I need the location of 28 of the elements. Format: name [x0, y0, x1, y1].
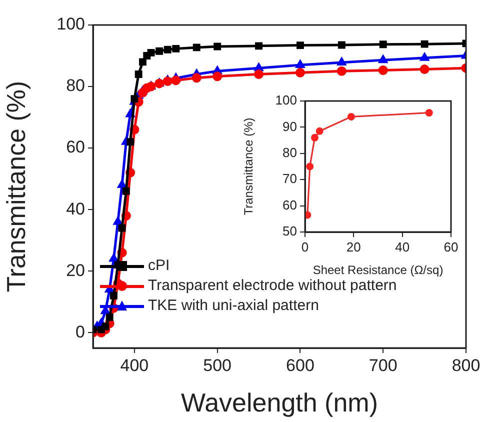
y-tick-label: 70 [282, 171, 297, 186]
y-tick-label: 40 [66, 199, 85, 218]
x-tick-label: 0 [301, 239, 309, 254]
y-axis-title: Transmittance (%) [242, 118, 256, 216]
x-axis-title: Sheet Resistance (Ω/sq) [312, 263, 444, 278]
x-tick-label: 600 [286, 356, 314, 375]
y-tick-label: 100 [275, 92, 297, 108]
legend-label: TKE with uni-axial pattern [148, 296, 319, 316]
x-tick-label: 800 [452, 356, 480, 375]
y-tick-label: 20 [66, 260, 85, 280]
x-axis-title: Wavelength (nm) [181, 388, 378, 418]
y-tick-label: 60 [66, 138, 85, 157]
legend-label: cPI [148, 256, 170, 276]
x-tick-label: 60 [444, 239, 458, 254]
y-tick-label: 0 [76, 322, 85, 342]
x-tick-label: 20 [346, 239, 361, 254]
y-tick-label: 80 [66, 76, 85, 96]
y-tick-label: 60 [282, 197, 297, 212]
y-tick-label: 100 [56, 14, 85, 34]
x-tick-label: 700 [368, 356, 398, 375]
legend-label: Transparent electrode without pattern [148, 276, 397, 296]
y-axis-title: Transmittance (%) [0, 80, 31, 292]
x-tick-label: 400 [120, 356, 149, 375]
y-tick-label: 90 [282, 118, 297, 134]
x-tick-label: 40 [395, 239, 410, 254]
y-tick-label: 80 [282, 144, 297, 160]
y-tick-label: 50 [282, 224, 297, 239]
x-tick-label: 500 [203, 356, 232, 375]
